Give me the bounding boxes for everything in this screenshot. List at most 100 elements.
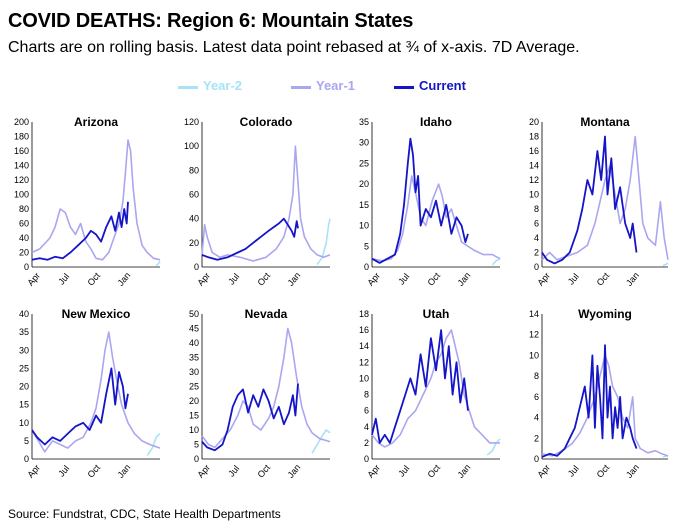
- new-mexico-x-tick-label: Apr: [25, 462, 42, 479]
- nevada-y-tick-label: 25: [189, 382, 199, 392]
- arizona-year-1-line: [31, 139, 161, 261]
- utah-y-tick-label: 16: [359, 325, 369, 335]
- idaho-year-2-line: [491, 257, 501, 266]
- colorado-y-tick-label: 40: [189, 214, 199, 224]
- colorado-y-tick-label: 100: [184, 141, 199, 151]
- arizona-y-tick-label: 40: [19, 233, 29, 243]
- wyoming-y-tick-label: 4: [534, 413, 539, 423]
- utah-x-tick-label: Oct: [426, 462, 443, 480]
- colorado-x-tick-label: Apr: [195, 270, 212, 287]
- idaho-y-tick-label: 25: [359, 158, 369, 168]
- colorado-y-tick-label: 20: [189, 238, 199, 248]
- chart-panel-wyoming: 0 2 4 6 8 10 12 14 Apr Jul Oct Jan Wyoming: [529, 307, 669, 480]
- arizona-x-tick-label: Jan: [115, 270, 132, 288]
- new-mexico-y-tick-label: 15: [19, 400, 29, 410]
- chart-panel-utah: 0 2 4 6 8 10 12 14 16 18 Apr Jul Oct Jan Utah: [359, 307, 501, 480]
- idaho-y-tick-label: 0: [364, 262, 369, 272]
- arizona-y-tick-label: 80: [19, 204, 29, 214]
- legend-swatch-year1: [291, 86, 311, 89]
- new-mexico-y-tick-label: 10: [19, 418, 29, 428]
- montana-y-tick-label: 10: [529, 190, 539, 200]
- wyoming-current-line: [541, 344, 638, 458]
- montana-y-tick-label: 16: [529, 146, 539, 156]
- wyoming-y-tick-label: 10: [529, 350, 539, 360]
- montana-x-tick-label: Jan: [624, 270, 641, 288]
- utah-x-tick-label: Apr: [365, 462, 382, 479]
- nevada-y-tick-label: 10: [189, 425, 199, 435]
- arizona-y-tick-label: 140: [14, 161, 29, 171]
- nevada-y-tick-label: 45: [189, 324, 199, 334]
- wyoming-x-tick-label: Jul: [566, 463, 581, 478]
- arizona-y-tick-label: 180: [14, 132, 29, 142]
- arizona-y-tick-label: 0: [24, 262, 29, 272]
- new-mexico-y-tick-label: 35: [19, 327, 29, 337]
- wyoming-year-1-line: [541, 354, 669, 457]
- idaho-x-tick-label: Jul: [396, 271, 411, 286]
- arizona-y-tick-label: 60: [19, 219, 29, 229]
- new-mexico-x-tick-label: Jul: [56, 463, 71, 478]
- legend-swatch-current: [394, 86, 414, 89]
- colorado-current-line: [201, 217, 299, 261]
- nevada-y-tick-label: 5: [194, 440, 199, 450]
- colorado-y-tick-label: 120: [184, 117, 199, 127]
- montana-current-line: [541, 135, 638, 265]
- utah-y-tick-label: 14: [359, 341, 369, 351]
- new-mexico-y-tick-label: 5: [24, 436, 29, 446]
- utah-x-tick-label: Jul: [396, 463, 411, 478]
- wyoming-chart-title: Wyoming: [578, 307, 632, 321]
- legend-swatch-year2: [178, 86, 198, 89]
- colorado-x-tick-label: Jul: [226, 271, 241, 286]
- new-mexico-year-1-line: [31, 331, 161, 453]
- montana-y-tick-label: 12: [529, 175, 539, 185]
- new-mexico-y-tick-label: 25: [19, 363, 29, 373]
- idaho-y-tick-label: 30: [359, 138, 369, 148]
- nevada-y-tick-label: 20: [189, 396, 199, 406]
- utah-y-tick-label: 4: [364, 422, 369, 432]
- montana-y-tick-label: 8: [534, 204, 539, 214]
- new-mexico-y-tick-label: 0: [24, 454, 29, 464]
- utah-chart-title: Utah: [423, 307, 450, 321]
- wyoming-y-tick-label: 14: [529, 309, 539, 319]
- new-mexico-y-tick-label: 40: [19, 309, 29, 319]
- utah-y-tick-label: 6: [364, 406, 369, 416]
- arizona-current-line: [31, 201, 129, 261]
- montana-y-tick-label: 18: [529, 132, 539, 142]
- nevada-current-line: [201, 383, 299, 452]
- idaho-x-tick-label: Oct: [426, 270, 443, 288]
- arizona-chart-title: Arizona: [74, 115, 118, 129]
- idaho-current-line: [371, 137, 469, 264]
- legend-label-year1: Year-1: [316, 78, 356, 93]
- chart-panel-arizona: 0 20 40 60 80 100 120 140 160 180 200 Apr Jul Oct Jan A…: [14, 115, 161, 288]
- page-subtitle: Charts are on rolling basis. Latest data…: [8, 39, 580, 56]
- utah-y-tick-label: 2: [364, 438, 369, 448]
- nevada-chart-title: Nevada: [245, 307, 288, 321]
- wyoming-x-tick-label: Oct: [595, 462, 612, 480]
- idaho-chart-title: Idaho: [420, 115, 452, 129]
- utah-year-2-line: [486, 438, 501, 456]
- wyoming-x-tick-label: Jan: [624, 462, 641, 480]
- legend-label-current: Current: [419, 78, 466, 93]
- utah-y-tick-label: 18: [359, 309, 369, 319]
- montana-y-tick-label: 20: [529, 117, 539, 127]
- montana-x-tick-label: Jul: [566, 271, 581, 286]
- chart-panel-idaho: 0 5 10 15 20 25 30 35 Apr Jul Oct Jan Idaho: [359, 115, 501, 288]
- arizona-y-tick-label: 120: [14, 175, 29, 185]
- idaho-x-tick-label: Apr: [365, 270, 382, 287]
- montana-y-tick-label: 4: [534, 233, 539, 243]
- nevada-year-2-line: [311, 429, 331, 454]
- chart-panel-colorado: 0 20 40 60 80 100 120 Apr Jul Oct Jan Colorado: [184, 115, 331, 288]
- utah-y-tick-label: 8: [364, 390, 369, 400]
- colorado-x-tick-label: Oct: [256, 270, 273, 288]
- arizona-y-tick-label: 160: [14, 146, 29, 156]
- new-mexico-y-tick-label: 30: [19, 345, 29, 355]
- nevada-y-tick-label: 40: [189, 338, 199, 348]
- chart-panel-nevada: 0 5 10 15 20 25 30 35 40 45 50 Apr Jul Oct Jan Nevada: [189, 307, 331, 480]
- idaho-y-tick-label: 10: [359, 221, 369, 231]
- chart-panel-montana: 0 2 4 6 8 10 12 14 16 18 20 Apr Jul Oct Jan Montana: [529, 115, 669, 288]
- idaho-year-1-line: [371, 175, 501, 262]
- montana-chart-title: Montana: [580, 115, 630, 129]
- montana-y-tick-label: 0: [534, 262, 539, 272]
- nevada-y-tick-label: 35: [189, 353, 199, 363]
- idaho-y-tick-label: 5: [364, 241, 369, 251]
- new-mexico-x-tick-label: Oct: [86, 462, 103, 480]
